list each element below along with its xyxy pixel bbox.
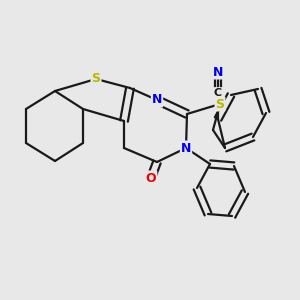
Text: N: N xyxy=(181,142,191,154)
Text: S: S xyxy=(215,98,224,110)
Text: N: N xyxy=(213,65,223,79)
Text: S: S xyxy=(92,73,100,85)
Text: O: O xyxy=(146,172,156,184)
Text: C: C xyxy=(214,88,222,98)
Text: N: N xyxy=(152,94,162,106)
